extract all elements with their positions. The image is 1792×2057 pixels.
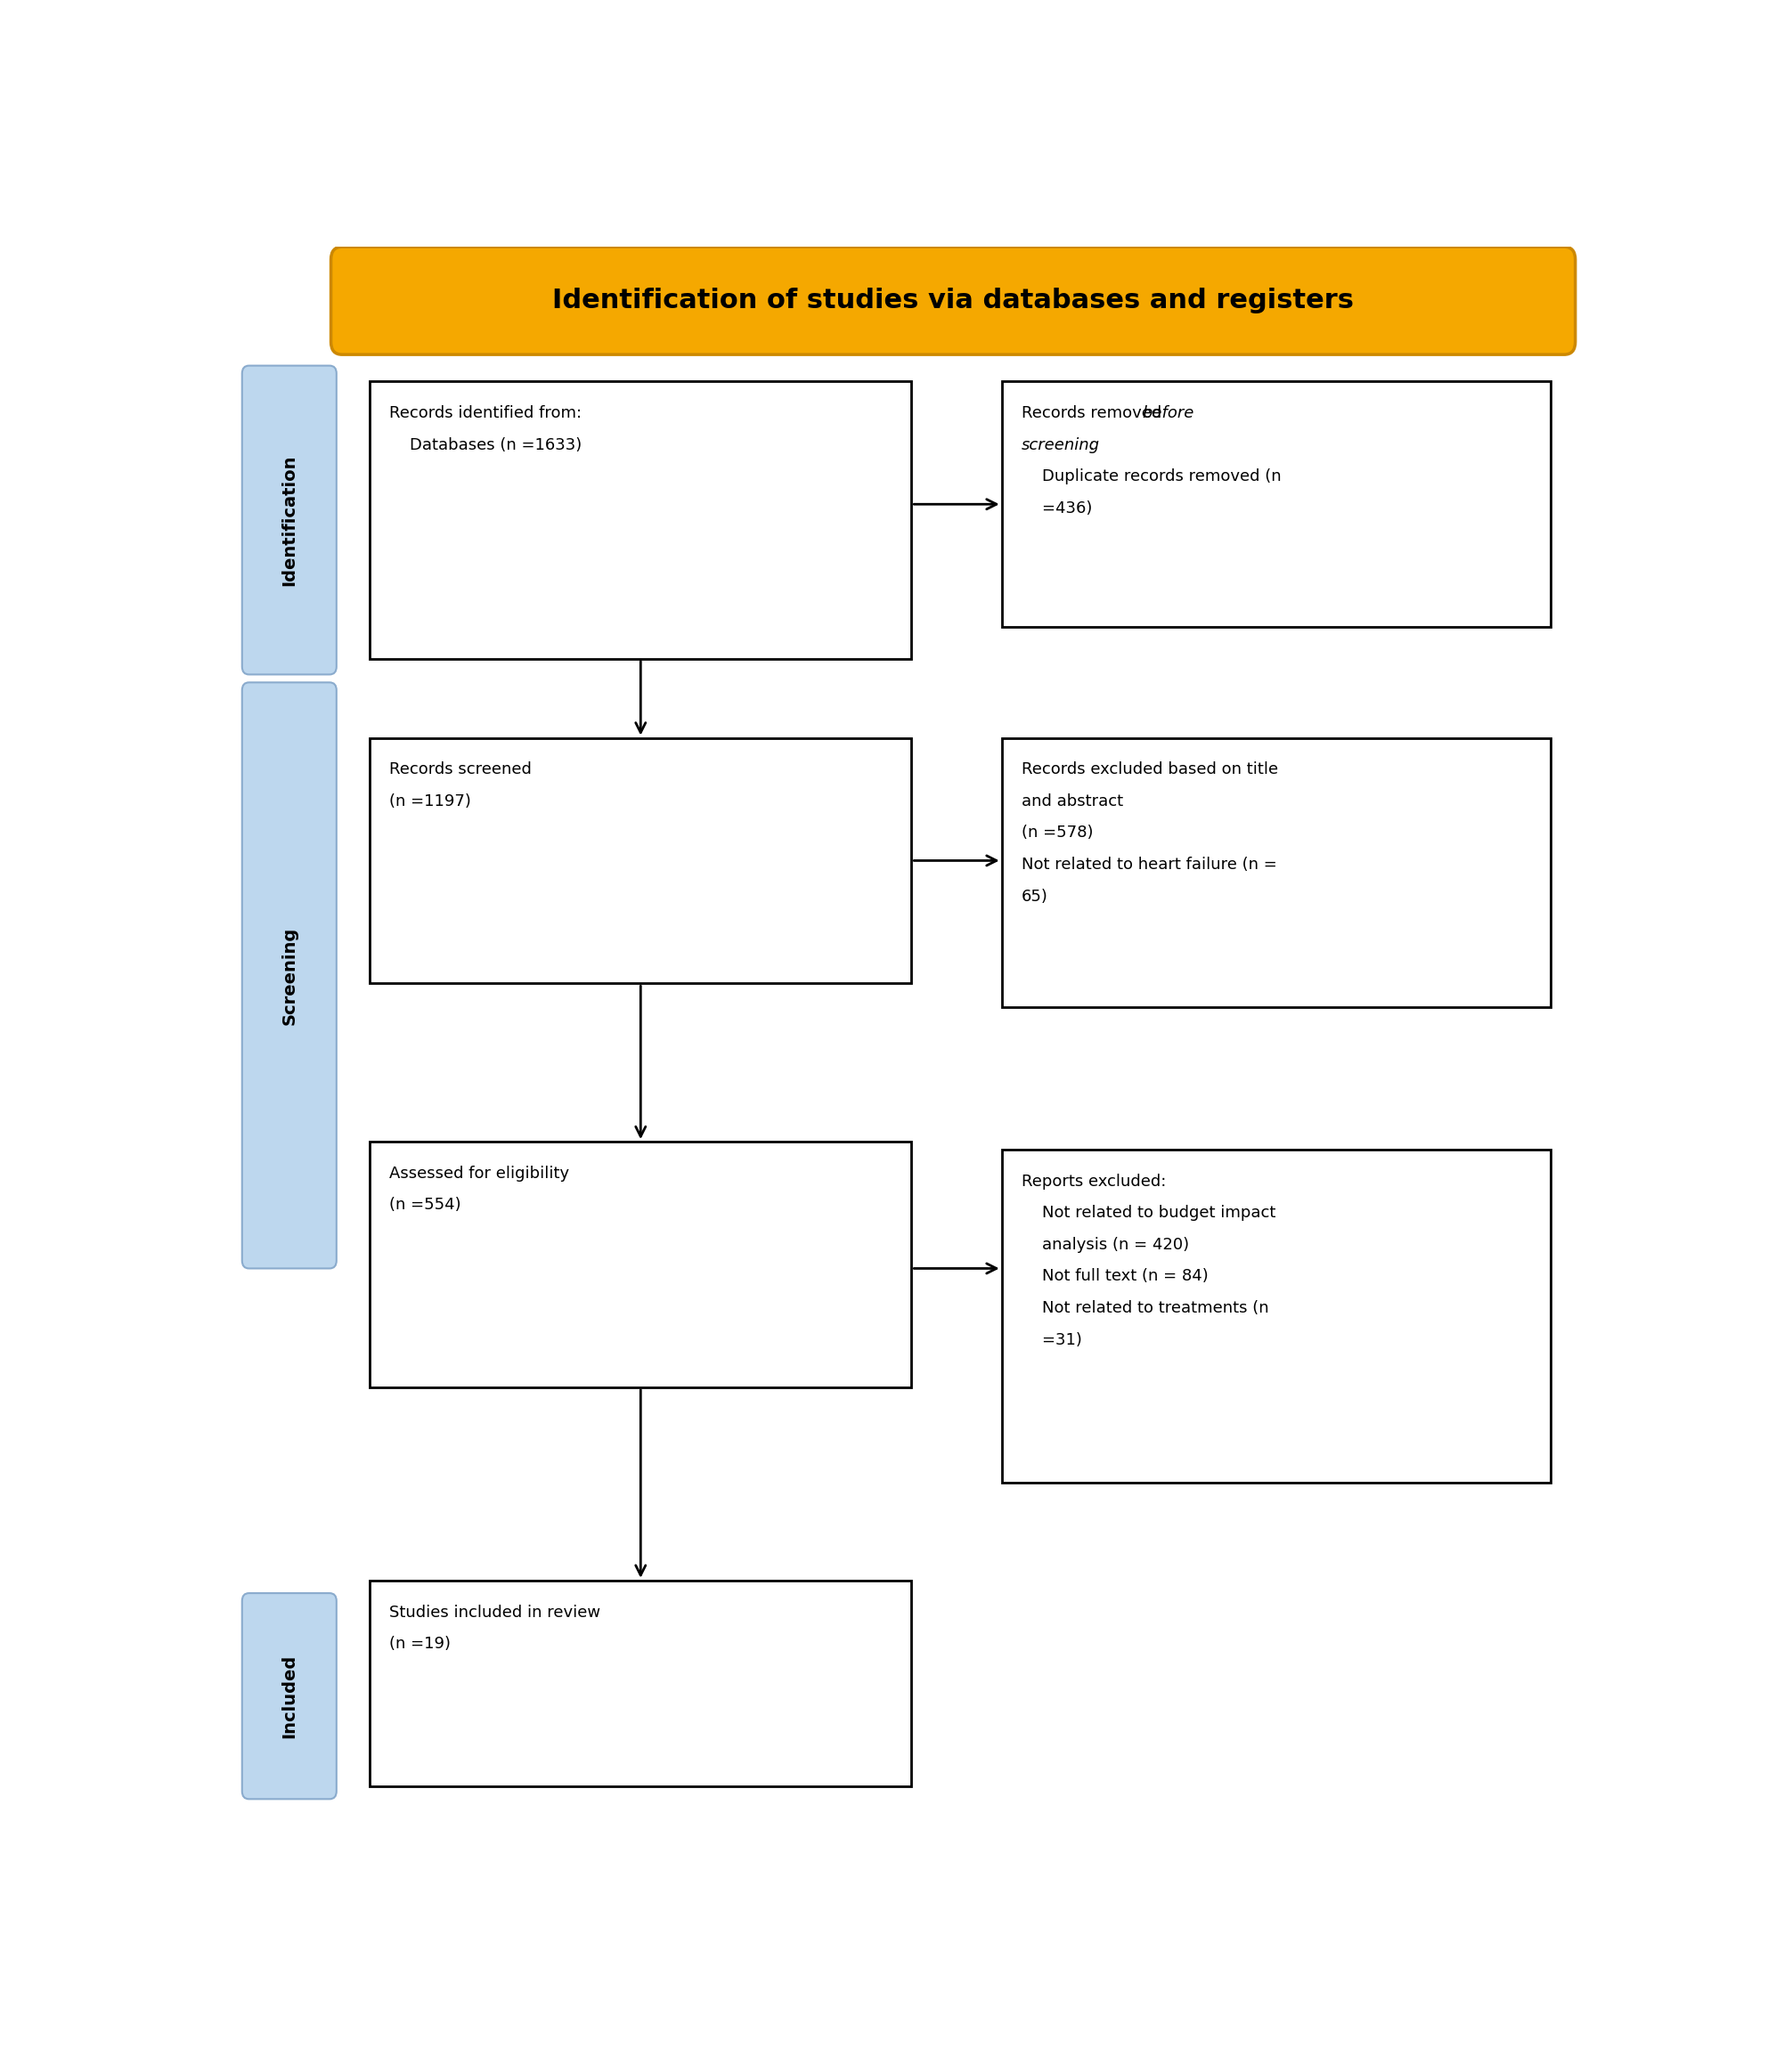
Text: Not full text (n = 84): Not full text (n = 84) bbox=[1021, 1269, 1208, 1284]
Text: Assessed for eligibility: Assessed for eligibility bbox=[389, 1166, 570, 1181]
FancyBboxPatch shape bbox=[1002, 381, 1550, 627]
Text: (n =554): (n =554) bbox=[389, 1197, 461, 1214]
Text: and abstract: and abstract bbox=[1021, 794, 1124, 808]
Text: screening: screening bbox=[1021, 436, 1100, 453]
Text: Duplicate records removed (n: Duplicate records removed (n bbox=[1021, 469, 1281, 485]
FancyBboxPatch shape bbox=[1002, 1150, 1550, 1483]
Text: Identification: Identification bbox=[281, 455, 297, 586]
Text: Identification of studies via databases and registers: Identification of studies via databases … bbox=[552, 288, 1355, 313]
Text: :: : bbox=[1090, 436, 1095, 453]
FancyBboxPatch shape bbox=[332, 247, 1575, 354]
Text: Records excluded based on title: Records excluded based on title bbox=[1021, 761, 1278, 778]
FancyBboxPatch shape bbox=[369, 738, 912, 983]
FancyBboxPatch shape bbox=[242, 1592, 337, 1800]
Text: Not related to budget impact: Not related to budget impact bbox=[1021, 1205, 1276, 1222]
Text: Included: Included bbox=[281, 1654, 297, 1738]
Text: Screening: Screening bbox=[281, 926, 297, 1024]
Text: Studies included in review: Studies included in review bbox=[389, 1604, 600, 1621]
Text: Records identified from:: Records identified from: bbox=[389, 405, 582, 422]
FancyBboxPatch shape bbox=[369, 1142, 912, 1386]
FancyBboxPatch shape bbox=[242, 366, 337, 675]
FancyBboxPatch shape bbox=[369, 1580, 912, 1785]
Text: Not related to heart failure (n =: Not related to heart failure (n = bbox=[1021, 856, 1276, 872]
Text: Databases (n =1633): Databases (n =1633) bbox=[389, 436, 582, 453]
FancyBboxPatch shape bbox=[369, 381, 912, 658]
Text: =31): =31) bbox=[1021, 1331, 1082, 1347]
Text: Records screened: Records screened bbox=[389, 761, 532, 778]
Text: analysis (n = 420): analysis (n = 420) bbox=[1021, 1236, 1188, 1253]
Text: Records removed: Records removed bbox=[1021, 405, 1167, 422]
Text: before: before bbox=[1143, 405, 1195, 422]
Text: Reports excluded:: Reports excluded: bbox=[1021, 1172, 1167, 1189]
FancyBboxPatch shape bbox=[1002, 738, 1550, 1008]
Text: (n =578): (n =578) bbox=[1021, 825, 1093, 841]
Text: (n =1197): (n =1197) bbox=[389, 794, 471, 808]
Text: (n =19): (n =19) bbox=[389, 1635, 452, 1652]
FancyBboxPatch shape bbox=[242, 683, 337, 1269]
Text: Not related to treatments (n: Not related to treatments (n bbox=[1021, 1300, 1269, 1316]
Text: 65): 65) bbox=[1021, 889, 1048, 905]
Text: =436): =436) bbox=[1021, 500, 1091, 516]
